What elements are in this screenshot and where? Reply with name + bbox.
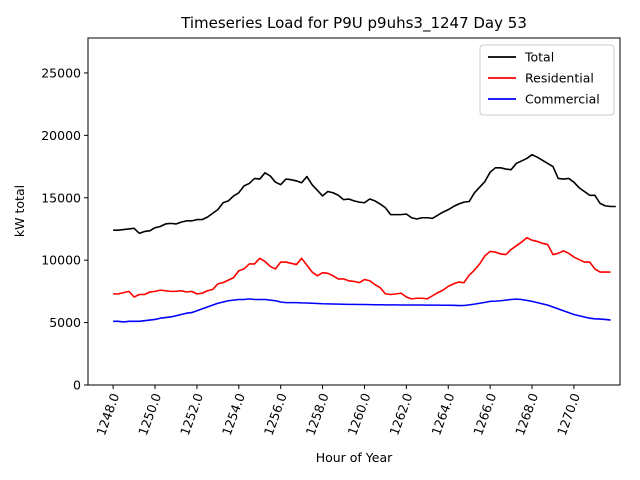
y-tick-label: 15000 (41, 190, 81, 205)
y-tick-label: 0 (73, 378, 81, 393)
y-tick-label: 25000 (41, 65, 81, 80)
legend-label-total: Total (524, 50, 554, 65)
plot-frame (87, 37, 621, 386)
series-line-total (113, 153, 616, 235)
y-tick-label: 5000 (49, 315, 81, 330)
y-axis: 0 5000 10000 15000 20000 25000 (41, 65, 88, 393)
series-line-commercial (113, 298, 611, 323)
y-tick-label: 20000 (41, 128, 81, 143)
legend-box (479, 44, 615, 116)
legend-label-commercial: Commercial (525, 92, 600, 107)
series-layer (113, 153, 616, 323)
series-line-residential (113, 236, 611, 300)
y-axis-label: kW total (12, 185, 27, 237)
legend: Total Residential Commercial (479, 44, 615, 116)
chart-title: Timeseries Load for P9U p9uhs3_1247 Day … (180, 14, 527, 33)
x-axis-label: Hour of Year (316, 450, 393, 465)
y-tick-label: 10000 (41, 253, 81, 268)
plot-area (87, 37, 621, 386)
legend-label-residential: Residential (525, 71, 594, 86)
